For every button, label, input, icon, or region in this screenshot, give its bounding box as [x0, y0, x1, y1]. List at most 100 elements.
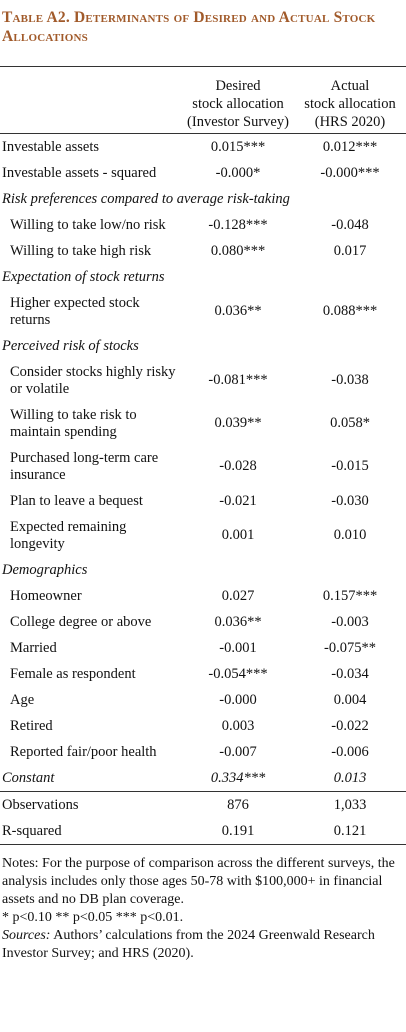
section-heading: Risk preferences compared to average ris… [2, 190, 290, 207]
cell: -0.015 [331, 458, 369, 474]
row: Purchased long-term care insurance -0.028… [0, 445, 406, 488]
cell: 0.036** [214, 303, 262, 319]
row-label: Willing to take risk to maintain spendin… [10, 406, 137, 440]
section-heading: Expectation of stock returns [2, 268, 165, 285]
cell: -0.128*** [208, 216, 268, 233]
cell: 0.010 [333, 527, 367, 543]
cell: 0.334*** [210, 769, 266, 786]
row: Female as respondent -0.054*** -0.034 [0, 661, 406, 687]
column-header-line: (Investor Survey) [187, 114, 289, 130]
page: Table A2. Determinants of Desired and Ac… [0, 8, 406, 1032]
row-label: Constant [2, 769, 55, 786]
row-label: Reported fair/poor health [10, 743, 157, 760]
cell: -0.034 [331, 665, 369, 682]
significance: * p<0.10 ** p<0.05 *** p<0.01. [2, 910, 184, 925]
column-header-line: (HRS 2020) [314, 114, 386, 130]
cell: -0.021 [219, 492, 257, 509]
column-header: Actual stock allocation (HRS 2020) [294, 67, 406, 134]
column-header-line: stock allocation [192, 96, 284, 112]
cell: -0.022 [331, 717, 369, 734]
cell: -0.038 [331, 372, 369, 388]
cell: -0.048 [331, 216, 369, 233]
cell: 0.001 [221, 527, 255, 543]
cell: 0.017 [333, 242, 367, 259]
row: Plan to leave a bequest -0.021 -0.030 [0, 488, 406, 514]
row: Expected remaining longevity 0.001 0.010 [0, 514, 406, 557]
table-body: Desired stock allocation (Investor Survey)… [0, 67, 406, 845]
row-label: Expected remaining longevity [10, 518, 127, 552]
section-row: Expectation of stock returns [0, 264, 406, 290]
row-label: Purchased long-term care insurance [10, 449, 159, 483]
cell: 0.013 [333, 769, 367, 786]
column-header-line: Desired [215, 78, 261, 94]
row-label: Age [10, 691, 35, 708]
cell: 0.058* [330, 415, 370, 431]
cell: 1,033 [294, 791, 406, 818]
cell: 876 [182, 791, 294, 818]
cell: -0.000* [215, 164, 261, 181]
section-heading: Perceived risk of stocks [2, 337, 139, 354]
sources-text: Authors’ calculations from the 2024 Gree… [2, 928, 375, 961]
row: Homeowner 0.027 0.157*** [0, 583, 406, 609]
row-label: Investable assets - squared [2, 164, 157, 181]
row: Observations 876 1,033 [0, 791, 406, 818]
row-label: Female as respondent [10, 665, 136, 682]
row-label: Plan to leave a bequest [10, 492, 143, 509]
row: R-squared 0.191 0.121 [0, 818, 406, 845]
cell: -0.001 [219, 639, 257, 656]
cell: 0.080*** [210, 242, 266, 259]
cell: 0.191 [182, 818, 294, 845]
cell: -0.000*** [320, 164, 380, 181]
section-row: Risk preferences compared to average ris… [0, 186, 406, 212]
cell: -0.007 [219, 743, 257, 760]
table: Desired stock allocation (Investor Survey)… [0, 66, 406, 845]
cell: 0.088*** [322, 303, 378, 319]
row: Higher expected stock returns 0.036** 0.08… [0, 290, 406, 333]
row-label: Homeowner [10, 587, 82, 604]
row-label: Willing to take high risk [10, 242, 152, 259]
row: Willing to take low/no risk -0.128*** -0.0… [0, 212, 406, 238]
row-label: Higher expected stock returns [10, 294, 140, 328]
row-label: Retired [10, 717, 53, 734]
row: Constant 0.334*** 0.013 [0, 765, 406, 792]
row: Willing to take risk to maintain spendin… [0, 402, 406, 445]
row-label: Observations [0, 791, 182, 818]
cell: 0.015*** [210, 138, 266, 155]
cell: -0.054*** [208, 665, 268, 682]
notes: Notes: For the purpose of comparison acr… [2, 855, 400, 963]
cell: -0.006 [331, 743, 369, 760]
row: Reported fair/poor health -0.007 -0.006 [0, 739, 406, 765]
cell: 0.027 [221, 587, 255, 604]
cell: 0.012*** [322, 138, 378, 155]
row-label: Investable assets [2, 138, 100, 155]
cell: 0.004 [333, 691, 367, 708]
cell: -0.030 [331, 492, 369, 509]
column-header-line: Actual [330, 78, 370, 94]
section-row: Demographics [0, 557, 406, 583]
cell: -0.000 [219, 691, 257, 708]
row: Willing to take high risk 0.080*** 0.017 [0, 238, 406, 264]
column-header-line: stock allocation [304, 96, 396, 112]
cell: 0.003 [221, 717, 255, 734]
cell: 0.039** [214, 415, 262, 431]
row: Retired 0.003 -0.022 [0, 713, 406, 739]
row-label: Consider stocks highly risky or volatile [10, 363, 176, 397]
column-header: Desired stock allocation (Investor Survey) [182, 67, 294, 134]
section-row: Perceived risk of stocks [0, 333, 406, 359]
row: Married -0.001 -0.075** [0, 635, 406, 661]
table-title: Table A2. Determinants of Desired and Ac… [2, 9, 376, 45]
row-label: Willing to take low/no risk [10, 216, 166, 233]
cell: 0.036** [214, 613, 262, 630]
row: Consider stocks highly risky or volatile… [0, 359, 406, 402]
cell: 0.157*** [322, 587, 378, 604]
row-label: Married [10, 639, 57, 656]
row: Age -0.000 0.004 [0, 687, 406, 713]
cell: 0.121 [294, 818, 406, 845]
note-text: Notes: For the purpose of comparison acr… [2, 856, 395, 907]
row: Investable assets 0.015*** 0.012*** [0, 134, 406, 161]
row: Investable assets - squared -0.000* -0.000… [0, 160, 406, 186]
sources: Sources: Authors’ calculations from the … [2, 927, 400, 963]
header-blank [0, 67, 182, 134]
sources-label: Sources: [2, 928, 51, 943]
row-label: College degree or above [10, 613, 152, 630]
